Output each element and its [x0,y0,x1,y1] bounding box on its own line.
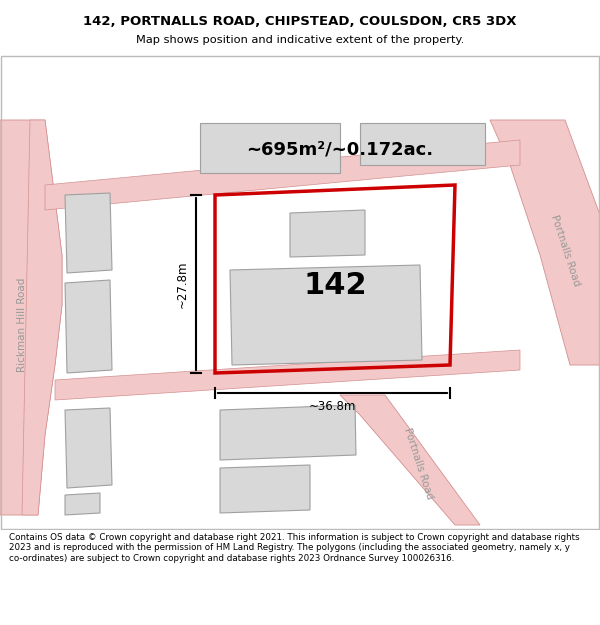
Polygon shape [200,123,340,173]
Polygon shape [0,120,62,515]
Text: ~27.8m: ~27.8m [176,260,188,308]
Polygon shape [220,465,310,513]
Polygon shape [340,395,480,525]
Polygon shape [65,408,112,488]
Text: 142: 142 [303,271,367,299]
Polygon shape [290,210,365,257]
Text: Map shows position and indicative extent of the property.: Map shows position and indicative extent… [136,35,464,45]
Polygon shape [220,405,356,460]
Polygon shape [360,123,485,165]
Polygon shape [65,280,112,373]
Text: Portnalls Road: Portnalls Road [402,426,434,500]
Polygon shape [230,265,422,365]
Text: 142, PORTNALLS ROAD, CHIPSTEAD, COULSDON, CR5 3DX: 142, PORTNALLS ROAD, CHIPSTEAD, COULSDON… [83,16,517,28]
Text: ~36.8m: ~36.8m [309,401,356,414]
Polygon shape [55,350,520,400]
Text: Rickman Hill Road: Rickman Hill Road [17,278,27,372]
Polygon shape [22,120,62,515]
Text: ~695m²/~0.172ac.: ~695m²/~0.172ac. [247,141,434,159]
Polygon shape [45,140,520,210]
Polygon shape [490,120,600,365]
Polygon shape [65,493,100,515]
Text: Portnalls Road: Portnalls Road [549,213,581,287]
Text: Contains OS data © Crown copyright and database right 2021. This information is : Contains OS data © Crown copyright and d… [9,533,580,562]
Polygon shape [65,193,112,273]
